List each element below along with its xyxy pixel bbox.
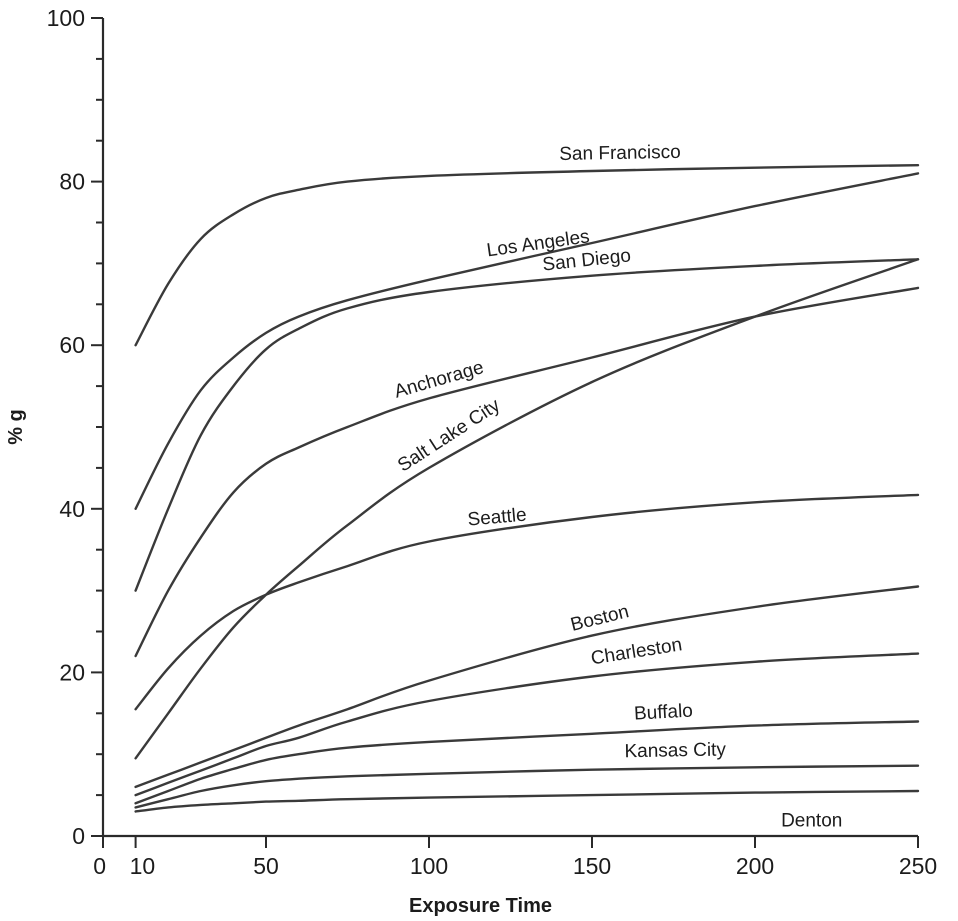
x-tick-label: 100 — [410, 853, 448, 879]
series-line-boston — [134, 585, 920, 789]
y-tick-label: 80 — [59, 169, 85, 195]
y-tick-label: 20 — [59, 659, 85, 685]
y-tick-label: 100 — [47, 5, 85, 31]
x-tick-label: 200 — [736, 853, 774, 879]
series-line-seattle — [134, 493, 920, 711]
series-label-charleston: Charleston — [589, 634, 683, 669]
series-line-anchorage — [134, 286, 920, 658]
x-axis-title: Exposure Time — [409, 895, 552, 917]
series-label-denton: Denton — [781, 810, 842, 831]
series-line-denton — [134, 789, 920, 813]
x-tick-label: 0 — [93, 853, 106, 879]
y-tick-label: 40 — [59, 496, 85, 522]
series-line-kansas-city — [134, 764, 920, 809]
series-line-salt-lake-city — [134, 258, 920, 760]
series-label-buffalo: Buffalo — [634, 701, 694, 725]
x-tick-label: 50 — [253, 853, 279, 879]
series-line-los-angeles — [134, 172, 920, 510]
series-lines — [134, 164, 920, 813]
y-tick-label: 0 — [72, 823, 85, 849]
x-tick-label: 250 — [899, 853, 937, 879]
series-label-kansas-city: Kansas City — [624, 739, 726, 762]
series-line-san-diego — [134, 258, 920, 592]
series-line-buffalo — [134, 720, 920, 805]
x-tick-label: 150 — [573, 853, 611, 879]
series-label-boston: Boston — [569, 601, 631, 636]
series-label-san-francisco: San Francisco — [559, 142, 681, 165]
series-line-charleston — [134, 652, 920, 797]
series-label-seattle: Seattle — [467, 505, 528, 531]
x-tick-label: 10 — [130, 853, 156, 879]
y-tick-label: 60 — [59, 332, 85, 358]
series-line-san-francisco — [134, 164, 920, 347]
axes: 0 20 40 60 80 100 0 10 50 100 150 200 250 — [47, 5, 938, 879]
y-axis-title: % g — [5, 409, 27, 445]
